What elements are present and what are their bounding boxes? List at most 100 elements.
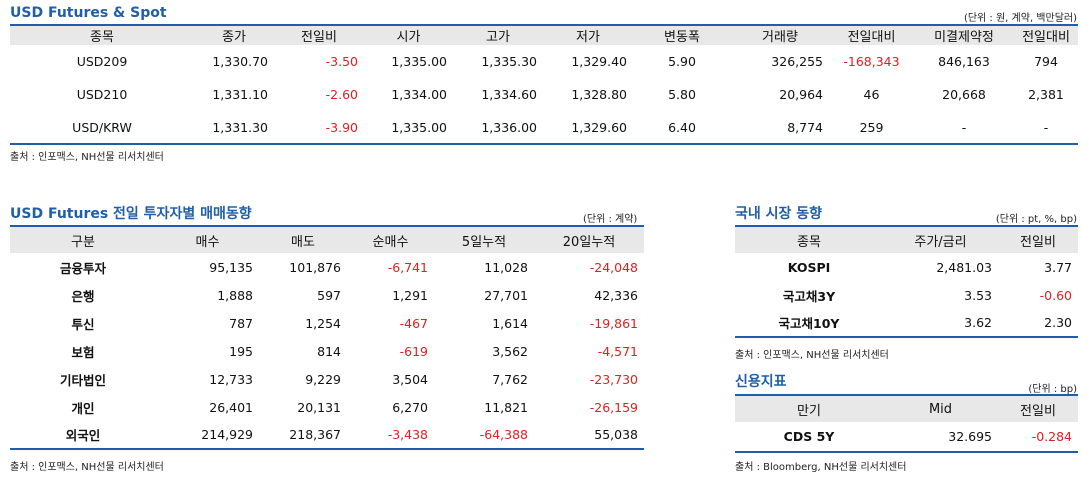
row-label: USD/KRW — [72, 119, 132, 135]
column-header: 시가 — [364, 25, 453, 45]
table-cell: 1,254 — [305, 315, 341, 331]
table-cell: 1,334.00 — [391, 87, 447, 102]
table-cell: 259 — [859, 119, 884, 135]
domestic-market-table: 종목 주가/금리 전일비 KOSPI 2,481.03 3.77 국고채3Y 3.53 -0.… — [735, 225, 1078, 338]
table-cell: 2.30 — [1044, 315, 1072, 330]
column-header: 거래량 — [731, 25, 829, 45]
row-label: USD210 — [76, 87, 128, 102]
table-cell: 1,328.80 — [571, 87, 627, 102]
table-row: 은행 1,888 597 1,291 27,701 42,336 — [10, 281, 644, 309]
table-cell: 3,562 — [492, 343, 528, 359]
table-cell: 5.80 — [668, 87, 696, 102]
row-label: 투신 — [71, 316, 95, 332]
table-cell: 195 — [229, 343, 253, 359]
table-cell: 3,504 — [392, 371, 428, 387]
table-cell: 6,270 — [392, 399, 428, 415]
table-row: 금융투자 95,135 101,876 -6,741 11,028 -24,048 — [10, 253, 644, 281]
column-header: 매도 — [259, 226, 347, 253]
table-row: CDS 5Y 32.695 -0.284 — [735, 422, 1078, 452]
row-label: CDS 5Y — [783, 429, 835, 444]
table-cell: 787 — [229, 315, 253, 331]
row-label: 국고채3Y — [782, 288, 836, 304]
table-cell: 1,329.60 — [571, 119, 627, 135]
table-cell: 794 — [1034, 54, 1058, 69]
table-cell: 20,668 — [942, 87, 986, 102]
table-cell: 218,367 — [289, 427, 341, 442]
column-header: 20일누적 — [534, 226, 644, 253]
table-header-row: 구분 매수 매도 순매수 5일누적 20일누적 — [10, 226, 644, 253]
table-cell: -6,741 — [387, 259, 428, 275]
table-cell: 7,762 — [492, 371, 528, 387]
table-cell: 55,038 — [594, 427, 638, 442]
table-cell: -24,048 — [589, 259, 638, 275]
column-header: 구분 — [10, 226, 156, 253]
table-row: KOSPI 2,481.03 3.77 — [735, 253, 1078, 281]
table-cell: -467 — [399, 315, 428, 331]
column-header: 만기 — [735, 395, 883, 422]
table-cell: 20,131 — [297, 399, 341, 415]
column-header: 순매수 — [347, 226, 434, 253]
table-cell: 1,888 — [217, 287, 253, 303]
table-cell: 1,335.30 — [481, 54, 537, 69]
column-header: Mid — [883, 395, 998, 422]
table-row: 기타법인 12,733 9,229 3,504 7,762 -23,730 — [10, 365, 644, 393]
table-cell: 9,229 — [305, 371, 341, 387]
column-header: 미결제약정 — [914, 25, 1014, 45]
table-row: 외국인 214,929 218,367 -3,438 -64,388 55,038 — [10, 421, 644, 449]
credit-table: 만기 Mid 전일비 CDS 5Y 32.695 -0.284 — [735, 394, 1078, 453]
table-cell: -4,571 — [597, 343, 638, 359]
table-cell: - — [961, 119, 967, 135]
investor-flow-source: 출처 : 인포맥스, NH선물 리서치센터 — [10, 462, 164, 473]
row-label: 기타법인 — [59, 372, 106, 388]
table-cell: 597 — [317, 287, 341, 303]
table-cell: 32.695 — [948, 429, 992, 444]
column-header: 종목 — [10, 25, 194, 45]
table-cell: 3.53 — [964, 287, 992, 303]
row-label: 국고채10Y — [778, 316, 840, 331]
table-row: USD210 1,331.10 -2.60 1,334.00 1,334.60 1,328… — [10, 78, 1078, 111]
table-row: 보험 195 814 -619 3,562 -4,571 — [10, 337, 644, 365]
investor-flow-unit: (단위 : 계약) — [583, 214, 638, 225]
table-row: 투신 787 1,254 -467 1,614 -19,861 — [10, 309, 644, 337]
table-cell: -3.50 — [325, 54, 358, 69]
futures-spot-title: USD Futures & Spot — [10, 5, 167, 21]
credit-title: 신용지표 — [735, 374, 787, 390]
table-cell: 95,135 — [209, 259, 253, 275]
domestic-market-source: 출처 : 인포맥스, NH선물 리서치센터 — [735, 350, 889, 361]
column-header: 변동폭 — [633, 25, 731, 45]
table-cell: -619 — [399, 343, 428, 359]
table-header-row: 종목 종가 전일비 시가 고가 저가 변동폭 거래량 전일대비 미결제약정 전일대비 — [10, 25, 1078, 45]
table-row: 국고채3Y 3.53 -0.60 — [735, 281, 1078, 309]
table-cell: 1,335.00 — [391, 119, 447, 135]
table-row: 개인 26,401 20,131 6,270 11,821 -26,159 — [10, 393, 644, 421]
table-cell: 1,336.00 — [481, 119, 537, 135]
column-header: 매수 — [156, 226, 259, 253]
table-cell: 8,774 — [787, 119, 823, 135]
column-header: 고가 — [453, 25, 543, 45]
table-row: 국고채10Y 3.62 2.30 — [735, 309, 1078, 337]
table-cell: 1,329.40 — [571, 54, 627, 69]
table-cell: 2,481.03 — [936, 259, 992, 275]
row-label: USD209 — [76, 54, 128, 69]
column-header: 전일대비 — [829, 25, 914, 45]
table-cell: -2.60 — [325, 87, 358, 102]
table-cell: 11,028 — [484, 259, 528, 275]
table-cell: 11,821 — [484, 399, 528, 415]
futures-spot-table: 종목 종가 전일비 시가 고가 저가 변동폭 거래량 전일대비 미결제약정 전일대비 USD209 1… — [10, 24, 1078, 145]
row-label: 외국인 — [65, 428, 101, 443]
table-row: USD209 1,330.70 -3.50 1,335.00 1,335.30 1,329… — [10, 45, 1078, 78]
column-header: 주가/금리 — [883, 226, 998, 253]
table-cell: - — [1043, 119, 1049, 135]
column-header: 전일비 — [274, 25, 364, 45]
table-cell: 3.77 — [1044, 259, 1072, 275]
table-cell: 42,336 — [594, 287, 638, 303]
table-cell: 3.62 — [964, 315, 992, 330]
row-label: 보험 — [71, 344, 95, 360]
table-cell: -3.90 — [325, 119, 358, 135]
table-header-row: 종목 주가/금리 전일비 — [735, 226, 1078, 253]
table-cell: -23,730 — [589, 371, 638, 387]
table-cell: 46 — [863, 87, 880, 102]
table-cell: 1,331.10 — [212, 87, 268, 102]
table-cell: 1,334.60 — [481, 87, 537, 102]
table-cell: -3,438 — [387, 427, 428, 442]
